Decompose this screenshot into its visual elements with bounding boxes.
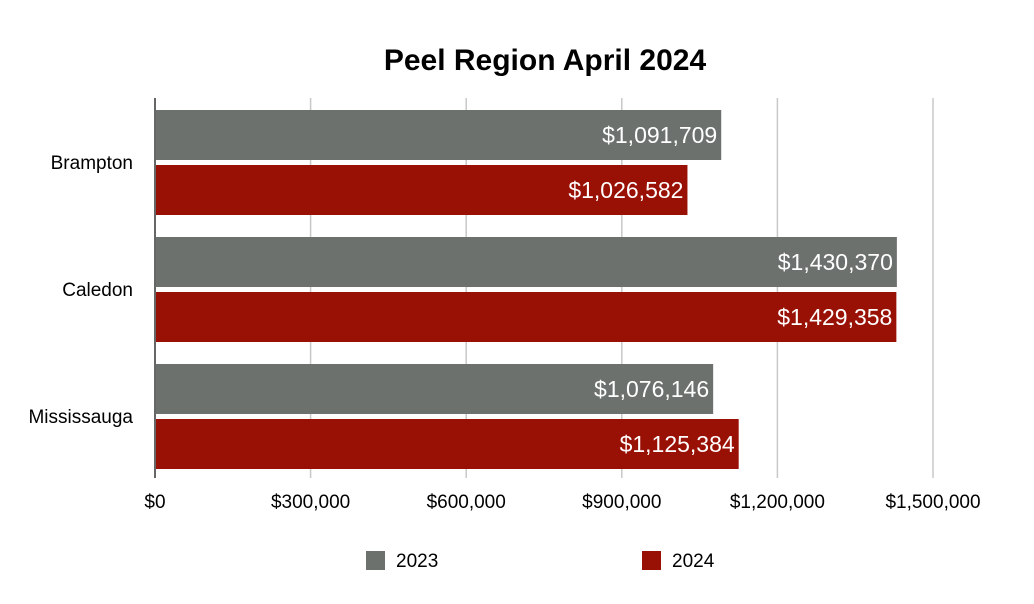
bar-brampton-2024 xyxy=(156,165,688,215)
x-tick-label: $1,500,000 xyxy=(885,492,980,513)
legend-swatch-2024 xyxy=(642,551,661,570)
chart-title: Peel Region April 2024 xyxy=(384,44,707,77)
data-label: $1,076,146 xyxy=(594,376,709,402)
x-tick-label: $0 xyxy=(144,492,165,513)
data-label: $1,091,709 xyxy=(602,122,717,148)
x-tick-label: $900,000 xyxy=(582,492,661,513)
category-label: Mississauga xyxy=(28,407,133,428)
tick-labels: $0 $300,000 $600,000 $900,000 $1,200,000 $1,5… xyxy=(144,492,980,513)
data-label: $1,125,384 xyxy=(620,431,735,457)
x-tick-label: $1,200,000 xyxy=(730,492,825,513)
x-tick-label: $600,000 xyxy=(427,492,506,513)
gridlines xyxy=(154,98,934,478)
legend-label: 2023 xyxy=(396,551,438,572)
bar-caledon-2023 xyxy=(156,237,897,287)
category-label: Caledon xyxy=(62,280,133,301)
x-tick-label: $300,000 xyxy=(271,492,350,513)
bar-brampton-2023 xyxy=(156,110,722,160)
bar-caledon-2024 xyxy=(156,292,897,342)
category-label: Brampton xyxy=(51,153,133,174)
category-labels: Brampton Caledon Mississauga xyxy=(28,153,133,428)
data-label: $1,430,370 xyxy=(778,249,893,275)
bar-mississauga-2024 xyxy=(156,419,739,469)
bar-mississauga-2023 xyxy=(156,364,714,414)
data-label: $1,026,582 xyxy=(568,177,683,203)
legend: 2023 2024 xyxy=(366,551,715,572)
bars: $1,091,709 $1,026,582 $1,430,370 $1,429,358… xyxy=(156,110,897,469)
data-label: $1,429,358 xyxy=(777,304,892,330)
legend-swatch-2023 xyxy=(366,551,385,570)
legend-label: 2024 xyxy=(672,551,715,572)
